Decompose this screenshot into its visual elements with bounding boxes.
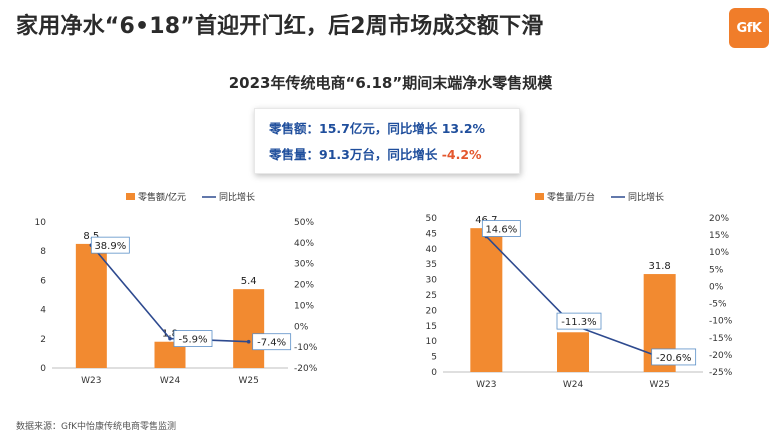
sales-value-label: 零售额： [269,121,320,136]
bar-w23 [75,243,107,368]
bar-value-label: 1.8 [162,329,178,340]
chart-sales-value: 零售额/亿元 同比增长 0 2 4 6 8 10 -20% -10% 0% 10% 20% 30% 40% 5… [18,190,338,410]
growth-value-label: -11.3% [561,317,596,328]
growth-label-box [481,220,521,237]
y-right-tick-label: 20% [709,214,729,224]
growth-label-box [90,236,130,254]
y-left-tick-label: 5 [431,353,437,363]
x-tick-label: W23 [476,380,496,390]
y-right-tick-label: 30% [294,260,314,270]
growth-label-box [556,312,602,330]
y-right-tick-label: 50% [294,218,314,228]
sales-volume-line: 零售量：91.3万台，同比增长 -4.2% [269,145,505,165]
y-left-tick-label: 4 [40,306,46,316]
x-tick-label: W25 [649,380,669,390]
x-tick-label: W24 [563,380,584,390]
bar-w23 [470,228,503,372]
y-right-tick-label: -15% [709,334,733,344]
growth-value-label: -20.6% [656,353,691,364]
growth-label-box [173,330,213,347]
y-right-tick-label: -20% [709,351,733,361]
y-left-tick-label: 10 [35,218,47,228]
sales-value-line: 零售额：15.7亿元，同比增长 13.2% [269,119,505,139]
y-left-tick-label: 50 [426,214,438,224]
x-tick-label: W24 [160,376,181,386]
y-right-tick-label: -10% [294,343,318,353]
bar-value-label: 31.8 [649,261,671,272]
y-right-tick-label: 0% [294,322,309,332]
y-left-tick-label: 25 [426,291,437,301]
y-right-tick-label: -25% [709,368,733,378]
sales-volume-label: 零售量： [269,147,320,162]
chart-legend: 零售量/万台 同比增长 [535,191,664,203]
logo-text: GfK [736,20,762,36]
y-left-tick-label: 30 [426,276,438,286]
y-left-tick-label: 20 [426,306,438,316]
y-left-tick-label: 35 [426,260,437,270]
bar-value-label: 8.5 [83,231,99,242]
chart-sales-volume: 零售量/万台 同比增长 0 5 10 15 20 25 30 35 40 45 50 -25% -20% -1… [415,190,735,410]
y-right-tick-label: -5% [709,300,727,310]
y-right-tick-label: 0% [709,282,724,292]
y-left-tick-label: 15 [426,322,437,332]
chart-subtitle: 2023年传统电商“6.18”期间末端净水零售规模 [228,74,553,92]
y-left-tick-label: 6 [40,276,46,286]
sales-volume-text: 91.3万台，同比增长 [319,147,442,162]
bar-w24 [557,332,589,372]
y-left-tick-label: 45 [426,229,437,239]
y-left-tick-label: 0 [431,368,437,378]
growth-point [168,336,172,341]
growth-line [90,244,249,343]
y-right-tick-label: 5% [709,265,724,275]
y-right-tick-label: -20% [294,364,318,374]
growth-label-box [252,333,292,351]
legend-bar-swatch [126,193,135,200]
y-right-tick-label: 10% [294,301,314,311]
legend-bar-label: 零售量/万台 [547,191,595,203]
headline: 家用净水“6•18”首迎开门红，后2周市场成交额下滑 [16,14,544,39]
growth-value-label: -5.9% [178,335,207,346]
y-right-tick-label: 10% [709,248,729,258]
y-left-tick-label: 2 [40,335,46,345]
y-left-tick-label: 8 [40,247,46,257]
bar-w25 [233,289,265,368]
y-right-tick-label: 20% [294,281,314,291]
y-right-tick-label: -10% [709,317,733,327]
y-left-tick-label: 40 [426,245,438,255]
y-left-tick-label: 10 [426,337,438,347]
y-left-tick-label: 0 [40,364,46,374]
summary-box: 零售额：15.7亿元，同比增长 13.2% 零售量：91.3万台，同比增长 -4… [254,108,520,174]
y-right-tick-label: 40% [294,239,314,249]
legend-line-label: 同比增长 [219,191,255,203]
growth-value-label: -7.4% [257,338,286,349]
growth-point [246,339,251,344]
source-note: 数据来源：GfK中怡康传统电商零售监测 [16,422,177,432]
chart-legend: 零售额/亿元 同比增长 [126,191,255,203]
chart-sales-value-svg: 零售额/亿元 同比增长 0 2 4 6 8 10 -20% -10% 0% 10% 20% 30% 40% 5… [35,191,318,386]
chart-sales-volume-svg: 零售量/万台 同比增长 0 5 10 15 20 25 30 35 40 45 50 -25% -20% -1… [426,191,733,390]
legend-line-label: 同比增长 [628,191,664,203]
gfk-logo: GfK [729,8,769,48]
bar-value-label: 5.4 [241,276,257,287]
legend-bar-label: 零售额/亿元 [138,191,186,203]
growth-value-label: 38.9% [94,241,126,252]
growth-value-label: 14.6% [485,224,517,235]
sales-value-text: 15.7亿元，同比增长 13.2% [319,121,486,136]
x-tick-label: W25 [238,376,258,386]
legend-bar-swatch [535,193,544,200]
sales-volume-growth: -4.2% [441,147,482,162]
y-right-tick-label: 15% [709,231,729,241]
growth-label-box [651,348,697,366]
x-tick-label: W23 [81,376,101,386]
